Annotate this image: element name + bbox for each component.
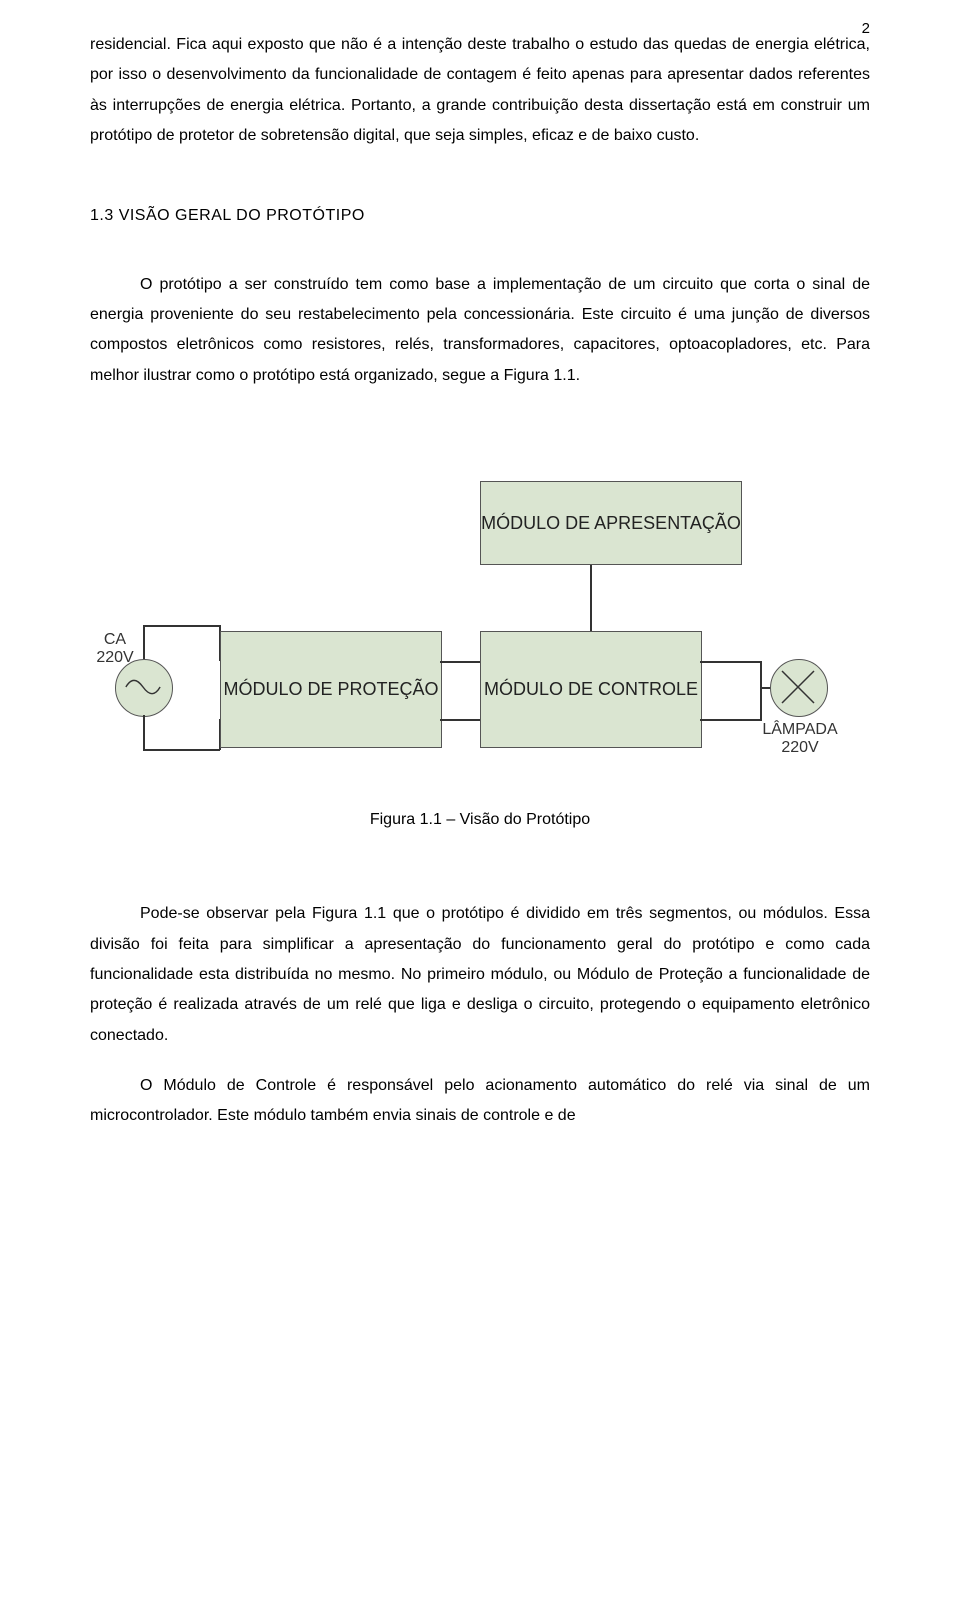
wire	[590, 563, 592, 631]
modulo-protecao-box: MÓDULO DE PROTEÇÃO	[220, 631, 442, 748]
wire	[143, 749, 220, 751]
paragraph-3: Pode-se observar pela Figura 1.1 que o p…	[90, 899, 870, 1051]
wire	[440, 661, 480, 663]
sine-wave-icon	[124, 673, 162, 701]
wire	[143, 625, 145, 659]
paragraph-4: O Módulo de Controle é responsável pelo …	[90, 1071, 870, 1132]
figure-1-1: CA 220V MÓDULO DE PROTEÇÃO	[90, 481, 870, 781]
page-number: 2	[862, 20, 870, 37]
wire	[760, 687, 762, 719]
figure-caption: Figura 1.1 – Visão do Protótipo	[90, 811, 870, 829]
modulo-apresentacao-box: MÓDULO DE APRESENTAÇÃO	[480, 481, 742, 565]
modulo-controle-box: MÓDULO DE CONTROLE	[480, 631, 702, 748]
wire	[760, 661, 762, 689]
paragraph-2: O protótipo a ser construído tem como ba…	[90, 270, 870, 392]
wire	[143, 715, 145, 751]
wire	[440, 719, 480, 721]
wire	[143, 625, 220, 627]
section-heading: 1.3 VISÃO GERAL DO PROTÓTIPO	[90, 207, 870, 225]
lamp-cross-icon	[778, 667, 818, 707]
wire	[700, 661, 762, 663]
paragraph-1: residencial. Fica aqui exposto que não é…	[90, 30, 870, 152]
lamp-label: LÂMPADA 220V	[750, 721, 850, 757]
